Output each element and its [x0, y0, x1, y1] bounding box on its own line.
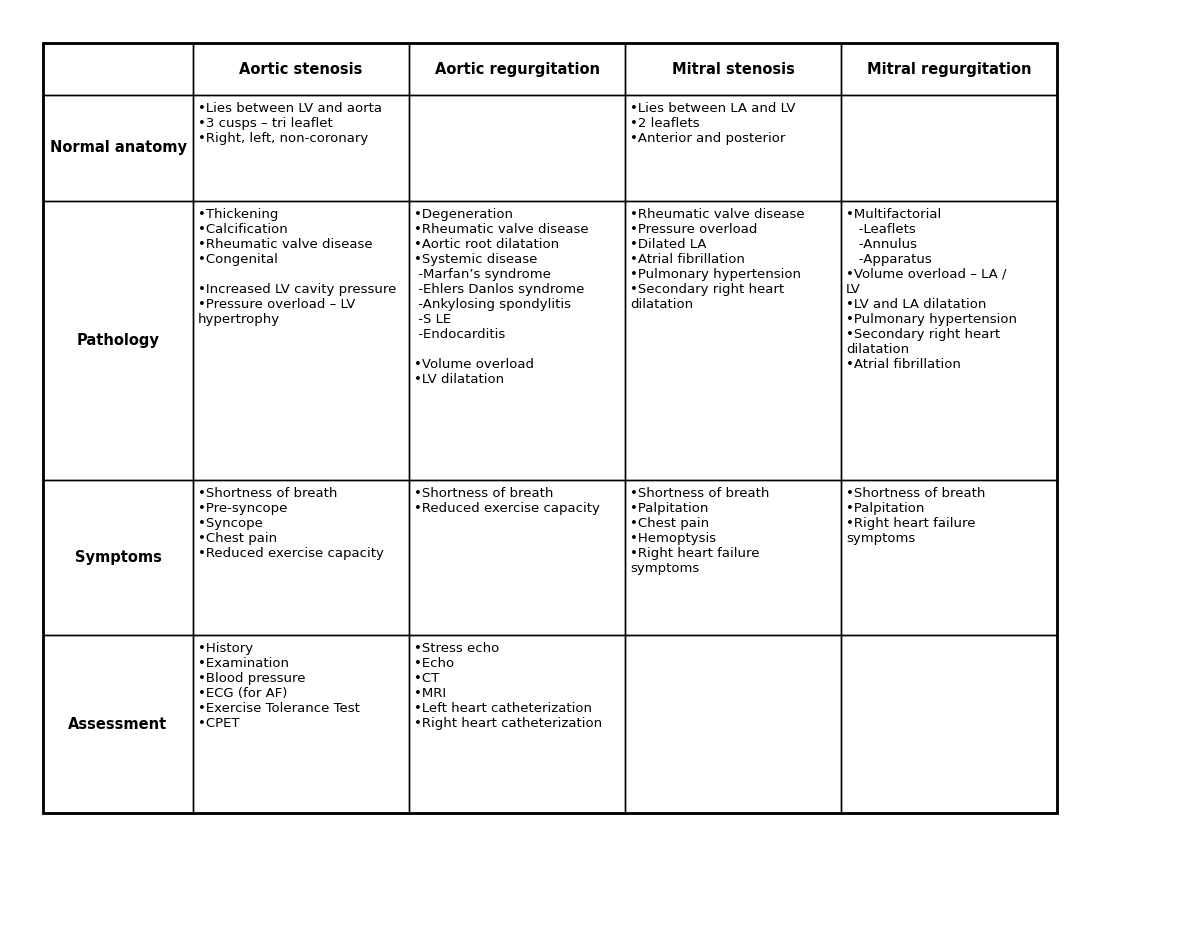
Bar	[625, 479, 841, 635]
Text: •Shortness of breath
•Palpitation
•Right heart failure
symptoms: •Shortness of breath •Palpitation •Right…	[846, 487, 985, 545]
Bar	[193, 95, 409, 200]
Bar	[193, 43, 409, 95]
Bar	[841, 95, 1057, 200]
Text: Mitral regurgitation: Mitral regurgitation	[866, 61, 1031, 77]
Bar	[409, 43, 625, 95]
Bar	[43, 95, 193, 200]
Text: •Stress echo
•Echo
•CT
•MRI
•Left heart catheterization
•Right heart catheteriza: •Stress echo •Echo •CT •MRI •Left heart …	[414, 642, 602, 730]
Bar	[409, 95, 625, 200]
Bar	[43, 43, 1057, 813]
Bar	[43, 43, 193, 95]
Text: •Rheumatic valve disease
•Pressure overload
•Dilated LA
•Atrial fibrillation
•Pu: •Rheumatic valve disease •Pressure overl…	[630, 208, 805, 311]
Text: Aortic regurgitation: Aortic regurgitation	[434, 61, 600, 77]
Bar	[43, 479, 193, 635]
Text: Normal anatomy: Normal anatomy	[49, 140, 186, 156]
Bar	[841, 479, 1057, 635]
Bar	[43, 635, 193, 813]
Bar	[625, 43, 841, 95]
Text: •Shortness of breath
•Pre-syncope
•Syncope
•Chest pain
•Reduced exercise capacit: •Shortness of breath •Pre-syncope •Synco…	[198, 487, 384, 560]
Bar	[43, 200, 193, 479]
Text: •History
•Examination
•Blood pressure
•ECG (for AF)
•Exercise Tolerance Test
•CP: •History •Examination •Blood pressure •E…	[198, 642, 360, 730]
Text: •Thickening
•Calcification
•Rheumatic valve disease
•Congenital

•Increased LV c: •Thickening •Calcification •Rheumatic va…	[198, 208, 396, 325]
Text: •Multifactorial
   -Leaflets
   -Annulus
   -Apparatus
•Volume overload – LA /
L: •Multifactorial -Leaflets -Annulus -Appa…	[846, 208, 1018, 371]
Text: Assessment: Assessment	[68, 717, 168, 731]
Text: •Shortness of breath
•Reduced exercise capacity: •Shortness of breath •Reduced exercise c…	[414, 487, 600, 514]
Text: Symptoms: Symptoms	[74, 550, 162, 565]
Text: •Lies between LA and LV
•2 leaflets
•Anterior and posterior: •Lies between LA and LV •2 leaflets •Ant…	[630, 102, 796, 146]
Bar	[193, 479, 409, 635]
Bar	[625, 95, 841, 200]
Bar	[841, 635, 1057, 813]
Bar	[625, 635, 841, 813]
Bar	[193, 635, 409, 813]
Bar	[625, 200, 841, 479]
Text: Mitral stenosis: Mitral stenosis	[672, 61, 794, 77]
Bar	[193, 200, 409, 479]
Text: •Lies between LV and aorta
•3 cusps – tri leaflet
•Right, left, non-coronary: •Lies between LV and aorta •3 cusps – tr…	[198, 102, 382, 146]
Bar	[841, 43, 1057, 95]
Text: •Degeneration
•Rheumatic valve disease
•Aortic root dilatation
•Systemic disease: •Degeneration •Rheumatic valve disease •…	[414, 208, 589, 386]
Text: Aortic stenosis: Aortic stenosis	[239, 61, 362, 77]
Bar	[409, 635, 625, 813]
Bar	[409, 200, 625, 479]
Bar	[841, 200, 1057, 479]
Text: •Shortness of breath
•Palpitation
•Chest pain
•Hemoptysis
•Right heart failure
s: •Shortness of breath •Palpitation •Chest…	[630, 487, 769, 575]
Text: Pathology: Pathology	[77, 333, 160, 348]
Bar	[409, 479, 625, 635]
